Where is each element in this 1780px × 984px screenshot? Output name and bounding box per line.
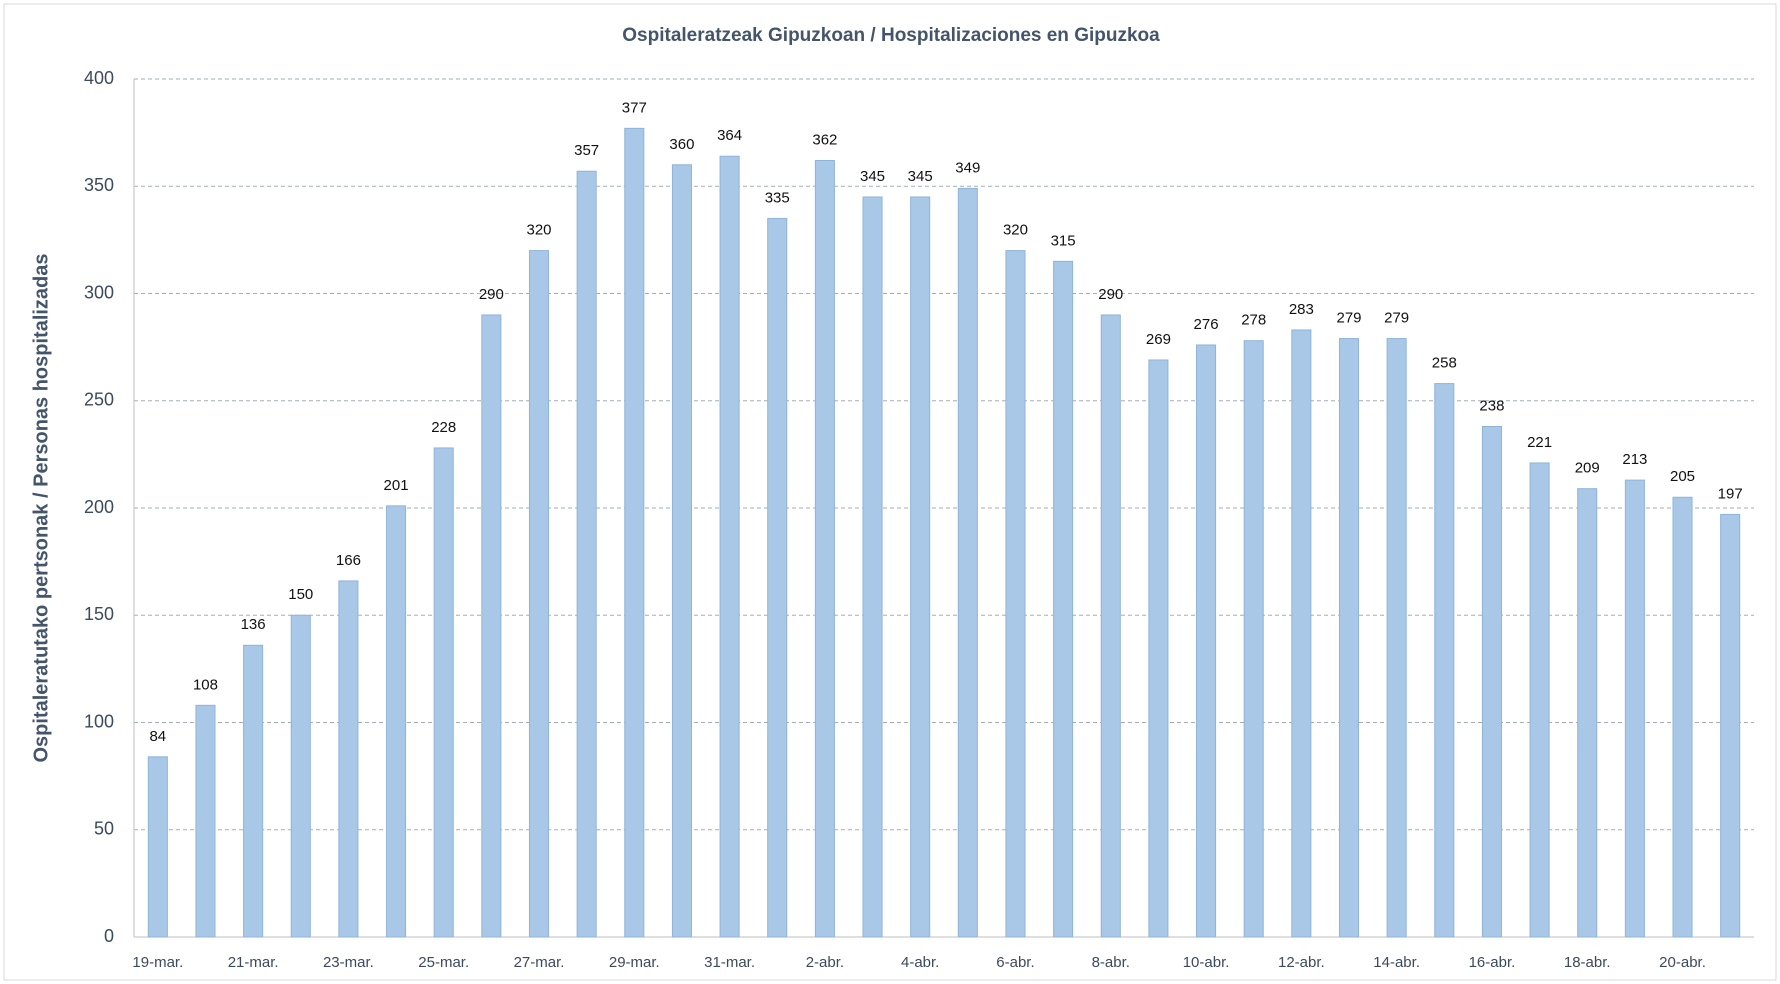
- value-label: 209: [1575, 460, 1600, 477]
- value-label: 349: [955, 159, 980, 176]
- y-tick-label: 200: [84, 497, 114, 517]
- value-label: 279: [1384, 310, 1409, 327]
- value-label: 213: [1622, 451, 1647, 468]
- bar: [814, 160, 835, 938]
- value-label: 377: [622, 99, 647, 116]
- x-tick-label: 10-abr.: [1183, 954, 1230, 971]
- value-label: 320: [1003, 222, 1028, 239]
- x-tick-label: 20-abr.: [1659, 954, 1706, 971]
- value-label: 335: [765, 189, 790, 206]
- x-tick-label: 25-mar.: [418, 954, 469, 971]
- value-label: 197: [1718, 485, 1743, 502]
- x-tick-label: 23-mar.: [323, 954, 374, 971]
- bar: [671, 164, 692, 938]
- y-tick-label: 150: [84, 604, 114, 624]
- value-label: 84: [149, 728, 166, 745]
- bar: [1624, 479, 1645, 938]
- x-tick-label: 8-abr.: [1092, 954, 1130, 971]
- bar: [1529, 462, 1550, 938]
- value-label: 283: [1289, 301, 1314, 318]
- value-label: 201: [384, 477, 409, 494]
- x-tick-label: 14-abr.: [1373, 954, 1420, 971]
- bar: [1148, 359, 1169, 938]
- value-label: 290: [1098, 286, 1123, 303]
- bar: [481, 314, 502, 938]
- bar: [957, 187, 978, 938]
- bar: [195, 704, 216, 938]
- value-label: 345: [860, 168, 885, 185]
- x-tick-label: 18-abr.: [1564, 954, 1611, 971]
- bar: [243, 644, 264, 938]
- chart-title: Ospitaleratzeak Gipuzkoan / Hospitalizac…: [622, 25, 1160, 46]
- value-label: 276: [1194, 316, 1219, 333]
- value-label: 228: [431, 419, 456, 436]
- bar: [767, 217, 788, 938]
- bar: [1196, 344, 1217, 938]
- value-label: 166: [336, 552, 361, 569]
- x-tick-label: 29-mar.: [609, 954, 660, 971]
- bar: [433, 447, 454, 938]
- bar: [1005, 250, 1026, 938]
- bar: [338, 580, 359, 938]
- x-tick-label: 21-mar.: [228, 954, 279, 971]
- bar: [290, 614, 311, 938]
- value-label: 362: [812, 131, 837, 148]
- bar: [1291, 329, 1312, 938]
- y-axis-label: Ospitaleratutako pertsonak / Personas ho…: [30, 253, 52, 762]
- y-tick-label: 250: [84, 390, 114, 410]
- bar: [1577, 488, 1598, 938]
- y-tick-label: 300: [84, 282, 114, 302]
- bar: [1100, 314, 1121, 938]
- bar: [624, 127, 645, 938]
- bar: [386, 505, 407, 938]
- bar: [1243, 340, 1264, 938]
- value-label: 269: [1146, 331, 1171, 348]
- x-tick-label: 16-abr.: [1469, 954, 1516, 971]
- value-label: 364: [717, 127, 742, 144]
- chart-frame: [3, 3, 1777, 981]
- value-label: 108: [193, 676, 218, 693]
- x-tick-label: 27-mar.: [514, 954, 565, 971]
- value-label: 258: [1432, 355, 1457, 372]
- bar: [910, 196, 931, 938]
- value-label: 205: [1670, 468, 1695, 485]
- y-tick-label: 100: [84, 711, 114, 731]
- value-label: 320: [526, 222, 551, 239]
- y-tick-label: 0: [104, 926, 114, 946]
- bar: [1434, 383, 1455, 938]
- y-tick-label: 350: [84, 175, 114, 195]
- value-label: 345: [908, 168, 933, 185]
- bar: [1481, 425, 1502, 938]
- value-label: 278: [1241, 312, 1266, 329]
- value-label: 357: [574, 142, 599, 159]
- y-tick-label: 400: [84, 68, 114, 88]
- x-tick-label: 31-mar.: [704, 954, 755, 971]
- bar: [862, 196, 883, 938]
- value-label: 221: [1527, 434, 1552, 451]
- x-tick-label: 2-abr.: [806, 954, 844, 971]
- bar: [1720, 513, 1741, 938]
- value-label: 150: [288, 586, 313, 603]
- y-tick-label: 50: [94, 819, 114, 839]
- x-tick-label: 19-mar.: [132, 954, 183, 971]
- x-tick-label: 12-abr.: [1278, 954, 1325, 971]
- value-label: 315: [1051, 232, 1076, 249]
- bar: [528, 250, 550, 938]
- x-tick-label: 6-abr.: [996, 954, 1034, 971]
- value-label: 238: [1479, 397, 1504, 414]
- bar: [147, 756, 168, 938]
- x-tick-label: 4-abr.: [901, 954, 939, 971]
- bar: [1053, 260, 1074, 938]
- value-label: 290: [479, 286, 504, 303]
- bar: [576, 170, 597, 938]
- bar: [1386, 338, 1407, 938]
- bar: [1338, 338, 1360, 938]
- bar: [719, 155, 740, 938]
- value-label: 279: [1336, 310, 1361, 327]
- value-label: 360: [669, 136, 694, 153]
- value-label: 136: [241, 616, 266, 633]
- bar: [1672, 496, 1693, 938]
